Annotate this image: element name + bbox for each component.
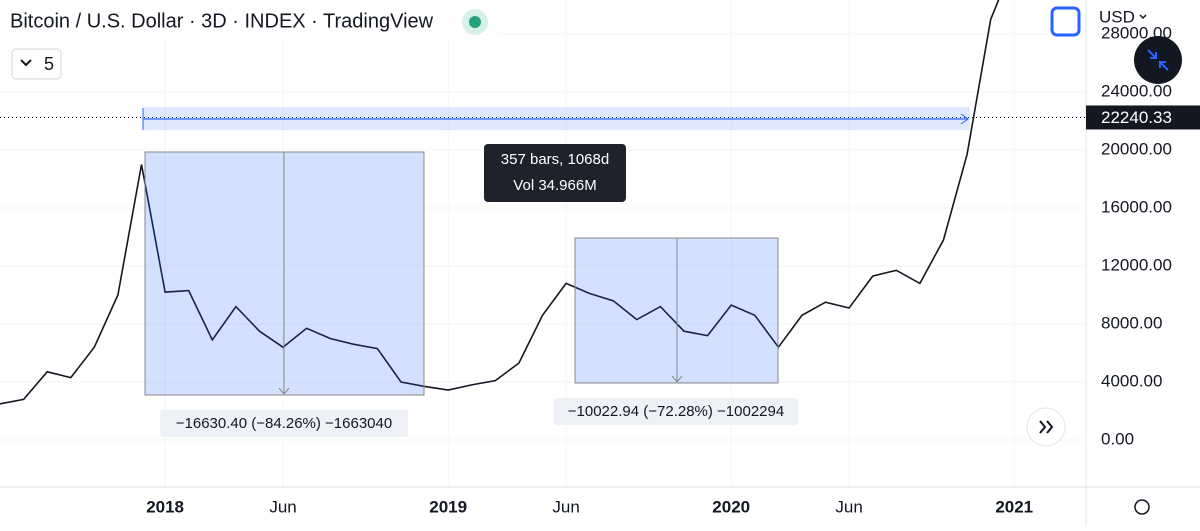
x-tick-label: 2020 [712,497,750,516]
last-price-tag [1086,105,1200,130]
y-tick-label: 20000.00 [1101,139,1172,158]
y-tick-label: 0.00 [1101,429,1134,448]
y-tick-label: 12000.00 [1101,255,1172,274]
symbol-title: Bitcoin / U.S. Dollar · 3D · INDEX · Tra… [10,10,434,32]
collapse-icon [1147,49,1169,71]
status-dot [469,16,481,28]
settings-button[interactable] [1134,499,1150,515]
arrow [671,375,683,383]
x-tick-label: Jun [552,497,579,516]
x-tick-label: 2018 [146,497,184,516]
measure-label-bg [554,398,798,425]
tooltip-text: Vol 34.966M [513,177,596,194]
measure-label-bg [160,410,408,437]
chevron [1139,14,1147,20]
interval-value: 5 [44,54,54,74]
scroll-icon [1039,420,1054,434]
arrow [960,113,969,125]
arrow [278,387,290,395]
y-tick-label: 4000.00 [1101,371,1162,390]
measure-label: −10022.94 (−72.28%) −1002294 [568,403,784,420]
x-tick-label: 2019 [429,497,467,516]
measure-label: −16630.40 (−84.26%) −1663040 [176,415,392,432]
last-price-label: 22240.33 [1101,108,1172,127]
chevron [20,59,32,67]
y-tick-label: 16000.00 [1101,197,1172,216]
x-tick-label: Jun [835,497,862,516]
tooltip-text: 357 bars, 1068d [501,151,609,168]
price-line [0,0,1000,405]
x-tick-label: 2021 [995,497,1033,516]
y-tick-label: 8000.00 [1101,313,1162,332]
tooltip [484,144,626,202]
currency[interactable]: USD [1099,7,1135,26]
x-tick-label: Jun [269,497,296,516]
price-axis-bg [1086,0,1200,526]
collapse-button[interactable] [1134,36,1182,84]
fullscreen-button[interactable] [1050,6,1081,37]
interval-button[interactable] [11,48,62,80]
header-bg [0,0,500,40]
y-tick-label: 24000.00 [1101,81,1172,100]
